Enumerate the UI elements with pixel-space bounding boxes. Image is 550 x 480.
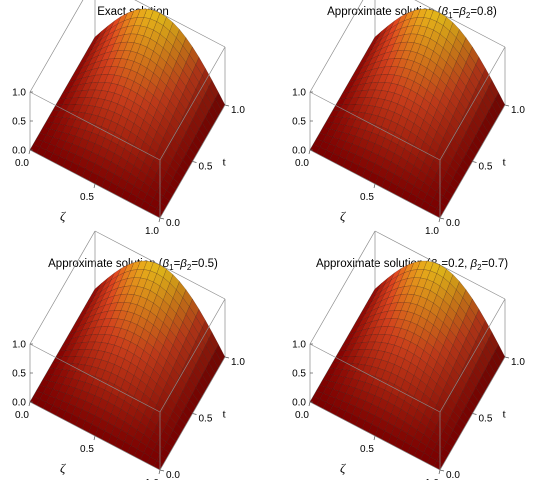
t-tick-mark (439, 469, 445, 472)
box-edge-back (29, 0, 84, 93)
t-tick-mark (192, 413, 197, 415)
t-tick-label: 1.0 (511, 357, 525, 368)
z-tick-label: 0.5 (292, 117, 306, 128)
zeta-tick-mark (308, 149, 311, 155)
t-tick-mark (472, 161, 477, 163)
box-edge-front (439, 46, 506, 161)
zeta-tick-mark (93, 183, 96, 189)
zeta-tick-label: 1.0 (425, 226, 439, 237)
z-tick-label: 1.0 (292, 88, 306, 99)
surface (29, 8, 226, 219)
z-tick-label: 1.0 (292, 340, 306, 351)
t-tick-mark (192, 161, 197, 163)
t-tick-label: 0.5 (199, 414, 213, 425)
zeta-tick-mark (373, 183, 376, 189)
t-tick-label: 0.5 (479, 162, 493, 173)
zeta-tick-label: 1.0 (145, 226, 159, 237)
zeta-tick-label: 0.0 (15, 158, 29, 169)
z-tick-label: 1.0 (12, 88, 26, 99)
zeta-tick-label: 0.0 (15, 410, 29, 421)
z-tick-label: 0.0 (292, 398, 306, 409)
box-edge-back (309, 230, 376, 345)
box-edge-front (439, 298, 506, 413)
t-tick-label: 1.0 (231, 105, 245, 116)
t-tick-mark (159, 469, 165, 472)
t-tick-mark (159, 217, 165, 220)
t-axis-label: t (223, 407, 227, 421)
box-edge-front (309, 343, 441, 413)
z-tick-label: 0.0 (12, 398, 26, 409)
panel-approx-b02-b07: Approximate solution (β1=0.2, β2=0.7) 0.… (292, 230, 525, 480)
t-tick-label: 0.5 (479, 414, 493, 425)
zeta-tick-label: 1.0 (425, 478, 439, 480)
zeta-tick-mark (28, 401, 31, 407)
panel-approx-b05: Approximate solution (β1=β2=0.5) 0.00.51… (12, 230, 245, 480)
z-tick-label: 0.5 (12, 369, 26, 380)
t-tick-label: 1.0 (511, 105, 525, 116)
zeta-tick-label: 0.5 (360, 192, 374, 203)
box-edge-front (159, 298, 226, 413)
t-tick-mark (504, 356, 510, 359)
t-tick-label: 0.0 (166, 218, 180, 229)
z-tick-label: 1.0 (12, 340, 26, 351)
t-tick-mark (472, 413, 477, 415)
zeta-axis-label: ζ (340, 209, 346, 224)
panel-exact-solution: Exact solution 0.00.51.00.00.51.00.00.51… (12, 0, 245, 237)
t-tick-label: 0.0 (446, 218, 460, 229)
zeta-tick-mark (308, 401, 311, 407)
t-tick-mark (224, 356, 230, 359)
panel-approx-b08: Approximate solution (β1=β2=0.8) 0.00.51… (292, 0, 525, 237)
zeta-tick-mark (158, 469, 161, 475)
t-tick-label: 1.0 (231, 357, 245, 368)
t-axis-label: t (503, 155, 507, 169)
t-tick-label: 0.5 (199, 162, 213, 173)
zeta-axis-label: ζ (60, 461, 66, 476)
box-edge-back (29, 230, 96, 345)
surface (29, 260, 226, 471)
zeta-tick-label: 1.0 (145, 478, 159, 480)
t-axis-label: t (223, 155, 227, 169)
zeta-tick-label: 0.5 (80, 444, 94, 455)
zeta-tick-mark (438, 217, 441, 223)
t-tick-label: 0.0 (446, 470, 460, 480)
t-axis-label: t (503, 407, 507, 421)
zeta-tick-mark (373, 435, 376, 441)
surface (309, 8, 506, 219)
zeta-axis-label: ζ (60, 209, 66, 224)
z-tick-label: 0.0 (12, 146, 26, 157)
box-edge-front (159, 46, 226, 161)
zeta-axis-label: ζ (340, 461, 346, 476)
z-tick-label: 0.5 (292, 369, 306, 380)
t-tick-mark (224, 104, 230, 107)
z-tick-label: 0.0 (292, 146, 306, 157)
t-tick-label: 0.0 (166, 470, 180, 480)
box-edge-front (309, 91, 441, 161)
box-edge-front (29, 343, 161, 413)
t-tick-mark (504, 104, 510, 107)
zeta-tick-label: 0.5 (80, 192, 94, 203)
zeta-tick-mark (438, 469, 441, 475)
zeta-tick-mark (28, 149, 31, 155)
zeta-tick-label: 0.0 (295, 158, 309, 169)
zeta-tick-mark (158, 217, 161, 223)
z-tick-label: 0.5 (12, 117, 26, 128)
zeta-tick-mark (93, 435, 96, 441)
surface (309, 260, 506, 471)
box-edge-front (29, 91, 161, 161)
zeta-tick-label: 0.5 (360, 444, 374, 455)
zeta-tick-label: 0.0 (295, 410, 309, 421)
t-tick-mark (439, 217, 445, 220)
box-edge-back (309, 0, 364, 93)
